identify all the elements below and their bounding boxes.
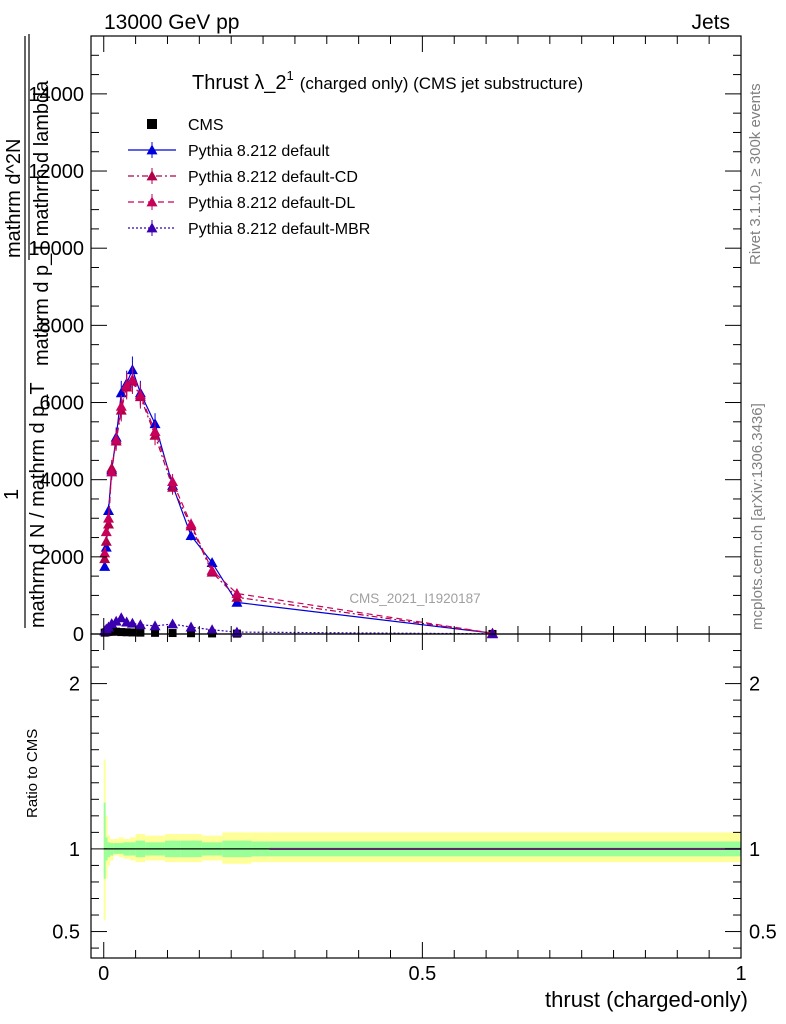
- legend-marker: [147, 119, 157, 129]
- series-point: [167, 618, 179, 629]
- series-point: [486, 628, 498, 639]
- series-point: [231, 596, 243, 607]
- data-point: [168, 629, 177, 638]
- series-point: [231, 587, 243, 598]
- ratio-reference-lines: [103, 847, 741, 850]
- series-point: [110, 615, 122, 626]
- series-point: [106, 466, 118, 477]
- rivet-label: Rivet 3.1.10, ≥ 300k events: [747, 83, 764, 265]
- series-point: [185, 530, 197, 541]
- chart-title-main: Thrust λ_2: [192, 72, 286, 94]
- series-point: [99, 560, 111, 571]
- ratio-y-axis-label: Ratio to CMS: [24, 729, 41, 818]
- ratio-tick-label-right: 0.5: [749, 922, 777, 944]
- series-point: [100, 526, 112, 537]
- y-tick-label: 2000: [40, 547, 85, 569]
- ratio-tick-label: 1: [69, 839, 80, 861]
- series-point: [115, 387, 127, 398]
- x-tick-label: 0: [98, 963, 109, 985]
- series-point: [126, 617, 138, 628]
- legend-label: Pythia 8.212 default: [188, 143, 330, 160]
- series-point: [110, 433, 122, 444]
- series-point: [99, 547, 111, 558]
- data-point: [151, 628, 160, 637]
- legend-marker: [146, 222, 158, 233]
- x-tick-label: 0.5: [408, 963, 436, 985]
- ratio-tick-label: 2: [69, 674, 80, 696]
- legend-item-cd: Pythia 8.212 default-CD: [128, 168, 358, 186]
- series-point: [134, 619, 146, 630]
- ratio-tick-label-right: 1: [749, 839, 760, 861]
- y-tick-label: 4000: [40, 470, 85, 492]
- series-point: [149, 425, 161, 436]
- data-point: [107, 627, 116, 636]
- main-y-axis-label: 1 mathrm d N / mathrm d p_T mathrm d^2N …: [1, 34, 53, 628]
- series-point: [100, 535, 112, 546]
- y-label-fraction-denominator: mathrm d N / mathrm d p_T: [27, 382, 49, 628]
- legend-marker: [146, 196, 158, 207]
- analysis-watermark: CMS_2021_I1920187: [349, 591, 480, 606]
- series-point: [134, 389, 146, 400]
- ratio-band-inner: [107, 842, 111, 858]
- ratio-tick-label-right: 2: [749, 674, 760, 696]
- legend-label: CMS: [188, 117, 224, 134]
- data-point: [112, 627, 121, 636]
- series-point: [185, 518, 197, 529]
- chart-title-suffix: (charged only) (CMS jet substructure): [300, 74, 583, 93]
- series-point: [126, 373, 138, 384]
- data-point: [128, 628, 137, 637]
- series-point: [206, 624, 218, 635]
- legend-marker: [146, 170, 158, 181]
- x-tick-label: 1: [735, 963, 746, 985]
- series-point: [100, 541, 112, 552]
- y-label-inner-denominator: mathrm d p_T mathrm d lambda: [31, 80, 53, 366]
- series-point: [121, 379, 133, 390]
- legend-item-dl: Pythia 8.212 default-DL: [128, 194, 355, 212]
- series-point: [167, 476, 179, 487]
- data-point: [117, 628, 126, 637]
- data-point: [136, 628, 145, 637]
- series-point: [115, 612, 127, 623]
- series-point: [206, 564, 218, 575]
- data-point: [187, 629, 196, 638]
- y-tick-label: 0: [73, 624, 84, 646]
- header-jets-label: Jets: [691, 11, 730, 34]
- series-line: [104, 378, 493, 634]
- chart-title: Thrust λ_21 (charged only) (CMS jet subst…: [192, 68, 583, 94]
- header-energy-label: 13000 GeV pp: [104, 11, 239, 34]
- ratio-tick-label: 0.5: [52, 922, 80, 944]
- legend-item-mbr: Pythia 8.212 default-MBR: [128, 220, 370, 238]
- data-point: [122, 628, 131, 637]
- legend-item-default: Pythia 8.212 default: [128, 142, 330, 160]
- y-tick-label: 6000: [40, 393, 85, 415]
- legend-item-data: CMS: [147, 117, 224, 134]
- y-label-fraction-numerator: 1: [1, 489, 23, 500]
- x-axis-label: thrust (charged-only): [545, 987, 748, 1012]
- y-tick-label: 8000: [40, 315, 85, 337]
- mcplots-label: mcplots.cern.ch [arXiv:1306.3436]: [749, 403, 766, 630]
- series-point: [99, 553, 111, 564]
- series-point: [206, 557, 218, 568]
- legend: CMS Pythia 8.212 default Pythia 8.212 defa…: [128, 117, 370, 238]
- series-point: [185, 621, 197, 632]
- y-tick-label: 12000: [28, 161, 84, 183]
- series-point: [149, 620, 161, 631]
- legend-label: Pythia 8.212 default-MBR: [188, 221, 370, 238]
- legend-label: Pythia 8.212 default-CD: [188, 169, 358, 186]
- ratio-band-inner: [103, 802, 106, 879]
- legend-marker: [146, 144, 158, 155]
- legend-label: Pythia 8.212 default-DL: [188, 195, 355, 212]
- ratio-plot-frame: [90, 633, 742, 959]
- chart-title-sup: 1: [286, 68, 293, 83]
- y-tick-label: 10000: [28, 238, 84, 260]
- y-label-inner-numerator: mathrm d^2N: [3, 139, 25, 258]
- y-tick-label: 14000: [28, 84, 84, 106]
- axes: 0 0.5 1020004000600080001000012000140000.5…: [28, 35, 777, 985]
- ratio-bands: [103, 759, 741, 920]
- series-point: [103, 512, 115, 523]
- series-point: [115, 400, 127, 411]
